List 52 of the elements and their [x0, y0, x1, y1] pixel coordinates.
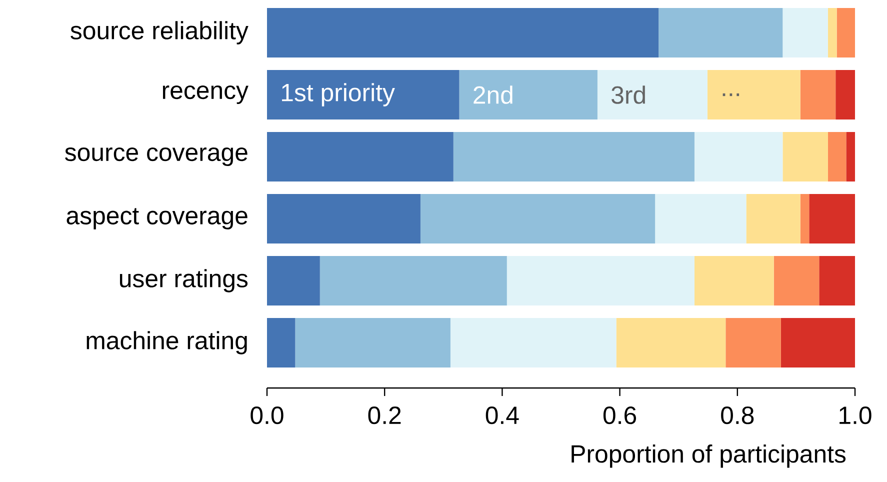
bar [267, 132, 454, 182]
x-tick-label: 0.2 [368, 406, 401, 424]
x-axis-title: Proportion of participants [572, 444, 846, 468]
bar [450, 318, 616, 368]
bar [726, 318, 781, 368]
bar [828, 8, 837, 58]
bar [267, 8, 659, 58]
x-tick-label: 1.0 [840, 406, 872, 424]
bar [707, 70, 800, 120]
bar [746, 194, 800, 244]
bar [295, 318, 450, 368]
bar [694, 256, 774, 306]
bar [782, 8, 828, 58]
bar [836, 70, 856, 120]
bar [836, 8, 856, 58]
bar [267, 256, 320, 306]
x-tick-label: 0.0 [250, 406, 284, 424]
x-tick-label: 0.8 [721, 406, 754, 424]
bar [655, 194, 746, 244]
y-tick-label: machine rating [86, 331, 247, 354]
bar [658, 8, 783, 58]
series-label: ... [722, 93, 740, 96]
bar [267, 318, 296, 368]
bar [459, 70, 598, 120]
bar [320, 256, 507, 306]
bar [267, 194, 420, 244]
y-tick-label: source reliability [70, 21, 248, 44]
bar [828, 132, 846, 182]
series-label: 1st priority [282, 83, 395, 106]
x-tick-label: 0.4 [486, 406, 519, 424]
bar [506, 256, 694, 306]
bar [267, 70, 460, 120]
y-tick-label: aspect coverage [66, 208, 248, 230]
bar [694, 132, 783, 182]
y-tick-label: recency [162, 85, 248, 104]
bar [453, 132, 694, 182]
y-tick-label: source coverage [65, 147, 248, 166]
bar [819, 256, 856, 306]
series-label: 2nd [474, 86, 512, 104]
bar [420, 194, 656, 244]
y-tick-label: user ratings [120, 269, 248, 292]
bar [800, 194, 810, 244]
bar [597, 70, 708, 120]
bar [780, 318, 856, 368]
bar [846, 132, 856, 182]
bar [774, 256, 820, 306]
x-tick-label: 0.6 [603, 406, 636, 424]
bar [782, 132, 828, 182]
series-label: 3rd [612, 86, 645, 104]
bar [800, 70, 836, 120]
bar [809, 194, 856, 244]
bar [616, 318, 726, 368]
